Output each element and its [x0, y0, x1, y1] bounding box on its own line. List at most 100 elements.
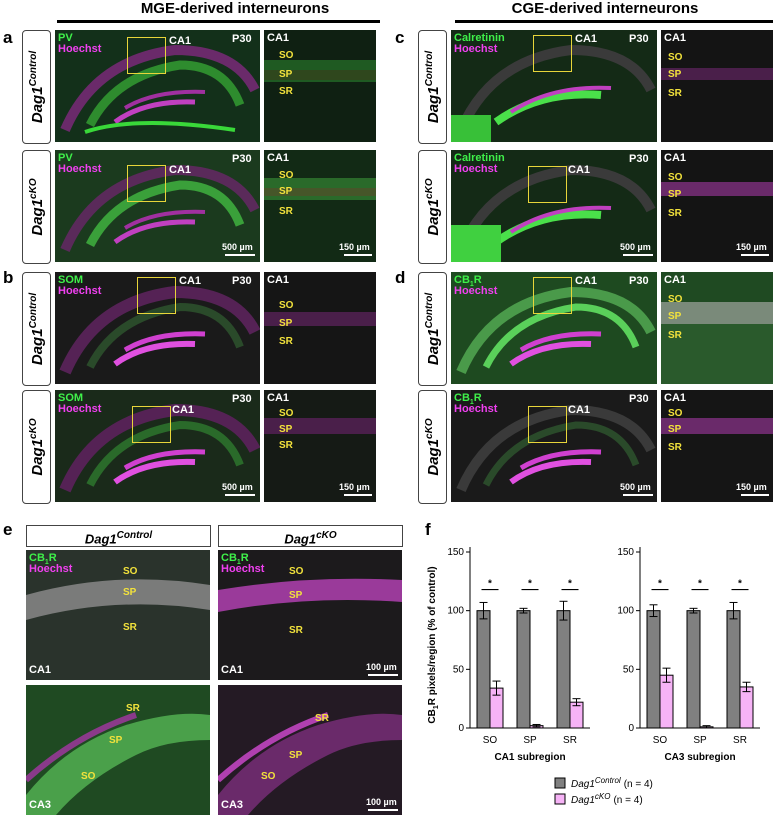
- roi-box: [132, 406, 171, 443]
- bar-charts: CB1R pixels/region (% of control) 050100…: [427, 547, 760, 806]
- y-tick-label: 100: [617, 606, 634, 617]
- region-label: CA1: [267, 32, 290, 44]
- layer-label-sp: SP: [289, 590, 303, 601]
- layer-label-sr: SR: [315, 713, 329, 724]
- panel-letter-c: c: [395, 28, 405, 47]
- layer-label-sr: SR: [668, 330, 682, 341]
- bar: [646, 610, 661, 729]
- layer-label-sr: SR: [668, 88, 682, 99]
- layer-label-so: SO: [123, 566, 138, 577]
- layer-label-sp: SP: [668, 189, 682, 200]
- marker-label: Calretinin: [454, 152, 505, 164]
- overview-d-cko: CB1R Hoechst CA1 P30 500 µm: [451, 390, 657, 502]
- overview-a-cko: PV Hoechst CA1 P30 500 µm: [55, 150, 260, 262]
- region-label: CA1: [568, 404, 591, 416]
- roi-box: [528, 166, 567, 203]
- region-label: CA1: [169, 35, 192, 47]
- category-label: SR: [563, 735, 577, 746]
- marker-label: Hoechst: [58, 285, 102, 297]
- region-label: CA1: [568, 164, 591, 176]
- layer-label-so: SO: [279, 300, 294, 311]
- roi-box: [127, 37, 166, 74]
- bar: [726, 610, 741, 729]
- layer-label-sp: SP: [109, 735, 123, 746]
- micrograph-e-cko-ca1: CB1R Hoechst SO SP SR CA1 100 µm: [218, 550, 402, 680]
- header-cge-rule: [455, 20, 773, 23]
- marker-label: PV: [58, 152, 73, 164]
- scale-bar-label: 150 µm: [339, 482, 370, 492]
- layer-label-sr: SR: [279, 440, 293, 451]
- region-label: CA1: [575, 33, 598, 45]
- legend-label-cko: Dag1cKO (n = 4): [571, 792, 643, 806]
- age-label: P30: [629, 153, 649, 165]
- layer-label-so: SO: [279, 50, 294, 61]
- layer-label-sr: SR: [123, 622, 137, 633]
- region-label: CA1: [664, 274, 687, 286]
- scale-bar: [623, 494, 653, 496]
- layer-label-sr: SR: [668, 208, 682, 219]
- significance-marker: *: [738, 579, 742, 590]
- y-tick-label: 50: [623, 664, 635, 675]
- panel-letter-b: b: [3, 268, 14, 287]
- significance-marker: *: [658, 579, 662, 590]
- scale-bar-label: 500 µm: [620, 242, 651, 252]
- region-label: CA1: [575, 275, 598, 287]
- micrograph-e-control-ca1: CB1R Hoechst SO SP SR CA1: [26, 550, 210, 680]
- marker-label: CB1R: [454, 392, 482, 407]
- genotype-label-d-control: Dag1Control: [418, 272, 447, 386]
- age-label: P30: [629, 275, 649, 287]
- marker-label: Hoechst: [454, 285, 498, 297]
- region-label: CA1: [169, 164, 192, 176]
- inset-a-cko: CA1 SO SP SR 150 µm: [264, 150, 376, 262]
- layer-label-sp: SP: [668, 424, 682, 435]
- region-label: CA1: [179, 275, 202, 287]
- scale-bar: [368, 809, 398, 811]
- legend-label-control: Dag1Control (n = 4): [571, 776, 653, 790]
- category-label: SP: [523, 735, 537, 746]
- layer-label-sp: SP: [279, 186, 293, 197]
- panel-letter-d: d: [395, 268, 406, 287]
- legend-swatch-cko: [554, 793, 566, 805]
- significance-marker: *: [488, 579, 492, 590]
- y-tick-label: 0: [458, 723, 464, 734]
- layer-label-sr: SR: [279, 86, 293, 97]
- marker-label: CB1R: [221, 552, 249, 567]
- panel-letter-a: a: [3, 28, 13, 47]
- scale-bar: [344, 254, 372, 256]
- region-label: CA1: [172, 404, 195, 416]
- panel-letter-f: f: [425, 520, 431, 539]
- genotype-label-b-control: Dag1Control: [22, 272, 51, 386]
- layer-label-so: SO: [289, 566, 304, 577]
- region-label: CA3: [29, 799, 52, 811]
- scale-bar: [741, 254, 769, 256]
- y-tick-label: 150: [447, 547, 464, 558]
- age-label: P30: [232, 33, 252, 45]
- bar: [686, 610, 701, 729]
- header-mge-rule: [57, 20, 380, 23]
- inset-b-control: CA1 SO SP SR: [264, 272, 376, 384]
- overview-a-control: PV Hoechst CA1 P30: [55, 30, 260, 142]
- category-label: SO: [483, 735, 498, 746]
- inset-d-control: CA1 SO SP SR: [661, 272, 773, 384]
- scale-bar-label: 150 µm: [736, 242, 767, 252]
- age-label: P30: [232, 153, 252, 165]
- marker-label: Hoechst: [454, 163, 498, 175]
- marker-label: Hoechst: [454, 403, 498, 415]
- layer-label-so: SO: [279, 408, 294, 419]
- chart-ca3: 0 50 100 150 * SO * SP * SR CA3 subregion: [617, 547, 760, 763]
- layer-label-so: SO: [668, 408, 683, 419]
- significance-marker: *: [698, 579, 702, 590]
- layer-label-sp: SP: [123, 587, 137, 598]
- marker-label: Hoechst: [58, 403, 102, 415]
- inset-a-control: CA1 SO SP SR: [264, 30, 376, 142]
- marker-label: SOM: [58, 274, 84, 286]
- panel-letter-e: e: [3, 520, 13, 539]
- layer-label-sp: SP: [279, 424, 293, 435]
- layer-label-so: SO: [81, 771, 96, 782]
- region-label: CA3: [221, 799, 244, 811]
- inset-c-control: CA1 SO SP SR: [661, 30, 773, 142]
- y-tick-label: 50: [453, 664, 465, 675]
- roi-box: [533, 35, 572, 72]
- layer-label-sp: SP: [279, 69, 293, 80]
- layer-label-sr: SR: [289, 625, 303, 636]
